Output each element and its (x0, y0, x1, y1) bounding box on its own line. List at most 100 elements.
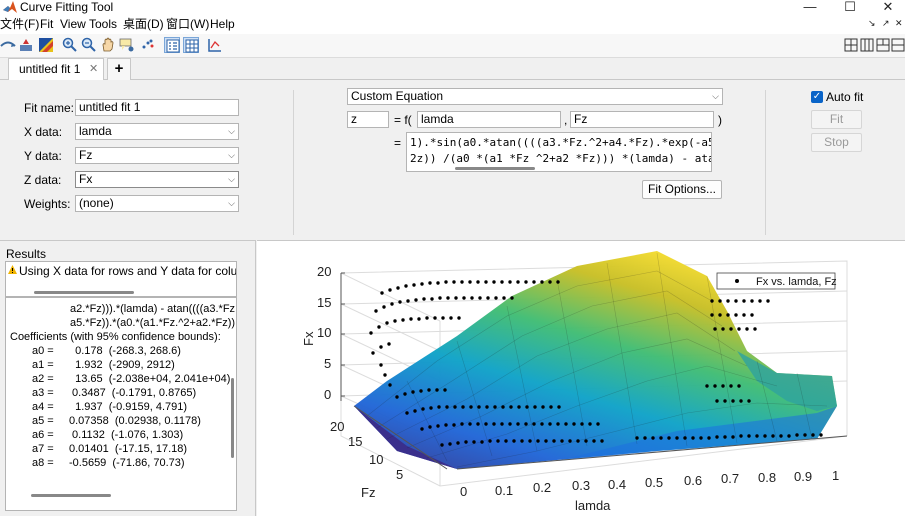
equation-type-value: Custom Equation (351, 89, 444, 103)
menu-fit[interactable]: Fit (40, 17, 54, 31)
coefficient-a5: a5 = 0.07358 (0.02938, 0.1178) (32, 415, 201, 427)
menu-desktop[interactable]: 桌面(D) (123, 17, 164, 31)
legend-entry: Fx vs. lamda, Fz (756, 276, 837, 288)
equation-tail-line: a2.*Fz))).*(lamda) - atan((((a3.*Fz. (70, 303, 237, 315)
z-tick-label: 0 (324, 387, 331, 402)
divider (765, 90, 766, 235)
x-data-select[interactable]: lamda ⌵ (75, 123, 239, 140)
exclude-outliers-icon[interactable] (140, 37, 156, 53)
hand-pan-icon[interactable] (100, 37, 116, 53)
menu-window[interactable]: 窗口(W) (166, 17, 210, 31)
results-header: Results (6, 247, 47, 261)
y-axis-label: Fz (361, 485, 375, 500)
close-paren: ) (718, 113, 722, 127)
grid-icon[interactable] (183, 37, 199, 53)
vertical-scrollbar[interactable] (231, 378, 234, 458)
chevron-down-icon: ⌵ (228, 126, 235, 136)
colormap-icon[interactable] (38, 37, 54, 53)
pan-rotate-icon[interactable] (0, 37, 16, 53)
output-variable-input[interactable]: z (347, 111, 389, 128)
title-bar: Curve Fitting Tool — ☐ ✕ (0, 0, 905, 16)
fit-name-input[interactable]: untitled fit 1 (75, 99, 239, 116)
surface-plot-area[interactable]: 20 15 10 5 0 Fx 20 15 10 5 Fz 0 0.1 (257, 240, 905, 516)
chevron-down-icon: ⌵ (228, 150, 235, 160)
weights-value: (none) (79, 196, 114, 210)
warning-icon (8, 265, 17, 274)
menu-file[interactable]: 文件(F) (0, 17, 40, 31)
dock-icon[interactable]: ↘ (868, 18, 876, 28)
z-axis-label: Fx (301, 331, 316, 346)
single-panel-icon[interactable] (890, 37, 905, 53)
tab-label: untitled fit 1 (19, 62, 81, 76)
coefficient-a6: a6 = 0.1132 (-1.076, 1.303) (32, 429, 184, 441)
function-prefix: = f( (394, 113, 412, 127)
equation-type-select[interactable]: Custom Equation ⌵ (347, 88, 723, 105)
horizontal-scrollbar[interactable] (34, 291, 134, 294)
new-fit-tab-button[interactable]: + (107, 58, 131, 80)
fit-settings-panel: Fit name: untitled fit 1 X data: lamda ⌵… (0, 80, 905, 240)
x-tick-label: 0 (460, 484, 467, 499)
close-figure-icon[interactable]: ✕ (895, 18, 903, 28)
independent-var-1-input[interactable]: lamda (417, 111, 561, 128)
weights-label: Weights: (24, 197, 71, 211)
close-button[interactable]: ✕ (882, 0, 894, 14)
grid-4-icon[interactable] (843, 37, 859, 53)
x-tick-label: 0.6 (684, 473, 702, 488)
menu-view[interactable]: View (60, 17, 86, 31)
z-data-select[interactable]: Fx ⌵ (75, 171, 239, 188)
legend[interactable]: Fx vs. lamda, Fz (716, 272, 837, 290)
toolbar (0, 34, 905, 58)
undock-icon[interactable]: ↗ (882, 18, 890, 28)
coefficients-text-box: a2.*Fz))).*(lamda) - atan((((a3.*Fz. a5.… (5, 297, 237, 511)
x-tick-label: 0.9 (794, 469, 812, 484)
fit-button[interactable]: Fit (811, 110, 862, 129)
data-cursor-icon[interactable] (18, 37, 34, 53)
surface-plot[interactable]: 20 15 10 5 0 Fx 20 15 10 5 Fz 0 0.1 (257, 241, 905, 516)
y-axis: 20 15 10 5 Fz (330, 405, 448, 500)
warning-message-box: Using X data for rows and Y data for col… (5, 261, 237, 297)
y-data-select[interactable]: Fz ⌵ (75, 147, 239, 164)
x-data-label: X data: (24, 125, 63, 139)
zoom-in-icon[interactable] (62, 37, 78, 53)
equation-editor[interactable]: 1).*sin(a0.*atan((((a3.*Fz.^2+a4.*Fz).*e… (406, 132, 712, 172)
z-axis: 20 15 10 5 0 Fx (301, 264, 345, 402)
equation-tail-line: a5.*Fz)).*(a0.*(a1.*Fz.^2+a2.*Fz)) (70, 317, 236, 329)
independent-var-2-input[interactable]: Fz (570, 111, 714, 128)
grid-rows-icon[interactable] (875, 37, 891, 53)
coefficient-a8: a8 = -0.5659 (-71.86, 70.73) (32, 457, 185, 469)
legend-icon[interactable] (164, 37, 180, 53)
menu-tools[interactable]: Tools (89, 17, 118, 31)
fitted-surface (354, 251, 837, 469)
matlab-logo-icon (3, 1, 17, 13)
coefficient-a0: a0 = 0.178 (-268.3, 268.6) (32, 345, 181, 357)
warning-text: Using X data for rows and Y data for col… (19, 264, 237, 278)
equation-line-1: 1).*sin(a0.*atan((((a3.*Fz.^2+a4.*Fz).*e… (410, 136, 712, 149)
tab-untitled-fit-1[interactable]: untitled fit 1 ✕ (8, 58, 104, 81)
stop-button[interactable]: Stop (811, 133, 862, 152)
divider (293, 90, 294, 235)
comma-separator: , (564, 113, 568, 127)
minimize-button[interactable]: — (803, 0, 817, 14)
horizontal-scrollbar[interactable] (31, 494, 111, 497)
weights-select[interactable]: (none) ⌵ (75, 195, 239, 212)
zoom-out-icon[interactable] (81, 37, 97, 53)
grid-cols-icon[interactable] (859, 37, 875, 53)
tab-close-icon[interactable]: ✕ (89, 63, 99, 75)
menu-help[interactable]: Help (210, 17, 235, 31)
chevron-down-icon: ⌵ (228, 174, 235, 184)
fit-name-label: Fit name: (24, 101, 75, 115)
y-tick-label: 10 (369, 452, 383, 467)
horizontal-scrollbar[interactable] (455, 167, 535, 170)
maximize-button[interactable]: ☐ (844, 0, 856, 14)
fit-options-button[interactable]: Fit Options... (642, 180, 722, 199)
x-tick-label: 0.2 (533, 480, 551, 495)
data-points (369, 280, 823, 447)
auto-fit-label: Auto fit (826, 90, 864, 104)
x-tick-label: 0.4 (608, 477, 626, 492)
auto-fit-checkbox[interactable]: ✓ (811, 91, 823, 103)
coefficients-heading: Coefficients (with 95% confidence bounds… (10, 331, 221, 343)
x-tick-label: 0.1 (495, 483, 513, 498)
x-axis: 0 0.1 0.2 0.3 0.4 0.5 0.6 0.7 0.8 0.9 1 … (456, 435, 848, 513)
data-tips-icon[interactable] (119, 37, 135, 53)
axes-limits-icon[interactable] (207, 37, 223, 53)
